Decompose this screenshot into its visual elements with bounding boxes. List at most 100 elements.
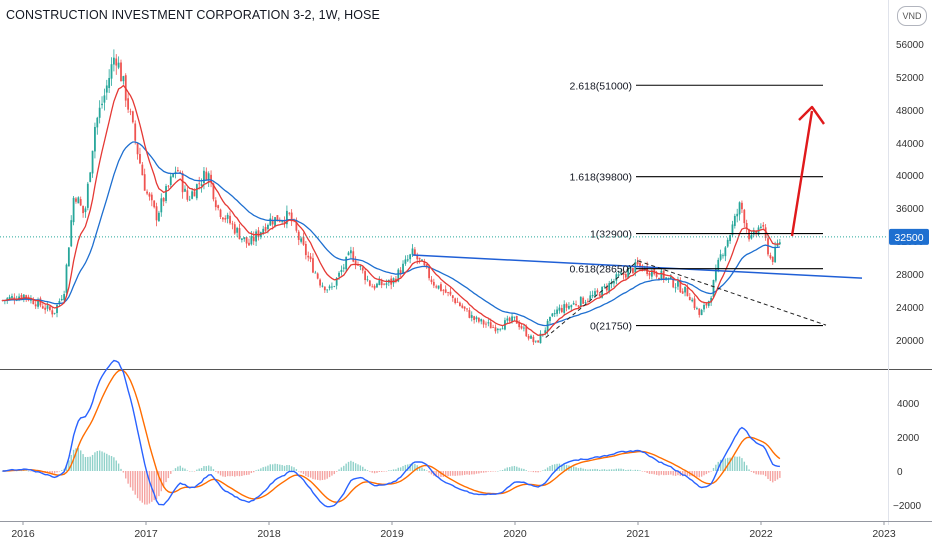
candle-body <box>300 238 303 242</box>
candle-body <box>195 184 198 199</box>
macd-hist-bar <box>665 471 667 476</box>
macd-hist-bar <box>77 448 80 471</box>
macd-hist-bar <box>471 471 473 475</box>
candle-body <box>349 250 352 254</box>
macd-hist-bar <box>760 471 762 475</box>
macd-hist-bar <box>456 471 459 476</box>
candle-body <box>760 226 762 228</box>
candle-body <box>530 335 532 339</box>
macd-hist-bar <box>475 471 478 474</box>
candle-body <box>96 117 99 128</box>
macd-hist-bar <box>222 471 224 477</box>
candle-body <box>584 302 587 303</box>
macd-hist-bar <box>91 454 94 471</box>
candle-body <box>473 316 476 321</box>
candle-body <box>546 320 549 332</box>
macd-hist-bar <box>241 471 243 476</box>
currency-badge[interactable]: VND <box>897 6 927 26</box>
macd-hist-bar <box>146 471 148 505</box>
macd-hist-bar <box>113 457 115 471</box>
macd-hist-bar <box>487 471 490 472</box>
macd-hist-bar <box>622 469 625 471</box>
macd-hist-bar <box>648 471 651 474</box>
macd-hist-bar <box>411 463 414 471</box>
macd-hist-bar <box>184 468 186 471</box>
candle-body <box>210 174 212 183</box>
candle-body <box>741 202 743 210</box>
candle-body <box>257 230 260 238</box>
candle-body <box>506 318 509 321</box>
candle-body <box>620 272 622 275</box>
candle-body <box>323 286 326 291</box>
candle-body <box>366 279 369 281</box>
candle-body <box>428 267 430 279</box>
macd-hist-bar <box>591 469 594 471</box>
macd-hist-bar <box>373 471 376 474</box>
projection-arrow[interactable] <box>790 110 814 237</box>
candle-body <box>34 304 37 307</box>
candle-body <box>589 295 592 301</box>
candle-body <box>160 198 163 213</box>
price-tick-label: 36000 <box>896 204 924 215</box>
macd-hist-bar <box>601 469 603 471</box>
macd-hist-bar <box>248 471 250 475</box>
last-price-badge[interactable] <box>889 228 929 245</box>
candle-body <box>660 270 663 280</box>
candle-body <box>150 194 153 201</box>
macd-hist-bar <box>226 471 229 477</box>
candle-body <box>371 286 374 288</box>
candle-body <box>231 223 234 225</box>
resistance-trendline[interactable] <box>412 254 863 279</box>
candle-body <box>112 57 115 65</box>
macd-hist-bar <box>670 471 672 475</box>
candle-body <box>778 242 781 245</box>
candle-body <box>134 123 137 141</box>
candle-body <box>174 171 177 173</box>
candle-body <box>418 257 421 260</box>
macd-hist-bar <box>753 471 755 474</box>
macd-hist-bar <box>734 456 736 471</box>
candle-body <box>738 202 741 215</box>
macd-hist-bar <box>347 461 350 471</box>
macd-hist-bar <box>708 471 710 473</box>
candle-body <box>117 62 120 68</box>
candle-body <box>463 306 466 309</box>
macd-hist-bar <box>132 471 134 491</box>
macd-hist-bar <box>608 469 610 471</box>
candle-body <box>485 323 487 325</box>
candle-body <box>347 252 350 256</box>
candle-body <box>271 220 274 225</box>
candle-body <box>226 214 229 219</box>
candle-body <box>563 304 566 313</box>
macd-hist-bar <box>710 471 712 472</box>
macd-hist-bar <box>625 470 627 471</box>
candle-body <box>752 230 755 235</box>
macd-hist-bar <box>215 471 217 472</box>
ema-fast-line <box>2 84 780 336</box>
candle-body <box>131 111 134 123</box>
candle-body <box>79 199 82 206</box>
macd-hist-bar <box>463 471 466 475</box>
candle-body <box>402 263 404 274</box>
dashed-trendline-down[interactable] <box>637 260 827 326</box>
candle-body <box>444 289 447 293</box>
macd-hist-bar <box>134 471 136 495</box>
macd-hist-bar <box>565 464 568 471</box>
macd-hist-bar <box>51 471 53 474</box>
candle-body <box>108 77 111 89</box>
candle-body <box>314 272 317 274</box>
candle-body <box>570 305 573 308</box>
candle-body <box>693 298 696 309</box>
candle-body <box>378 280 381 285</box>
macd-hist-bar <box>193 471 196 472</box>
dashed-trendline-up[interactable] <box>545 260 639 338</box>
candle-body <box>560 308 563 313</box>
candle-body <box>288 212 291 214</box>
macd-hist-bar <box>236 471 238 476</box>
candle-body <box>11 296 13 298</box>
candle-body <box>203 170 205 183</box>
candle-body <box>37 299 39 307</box>
macd-hist-bar <box>724 458 727 471</box>
